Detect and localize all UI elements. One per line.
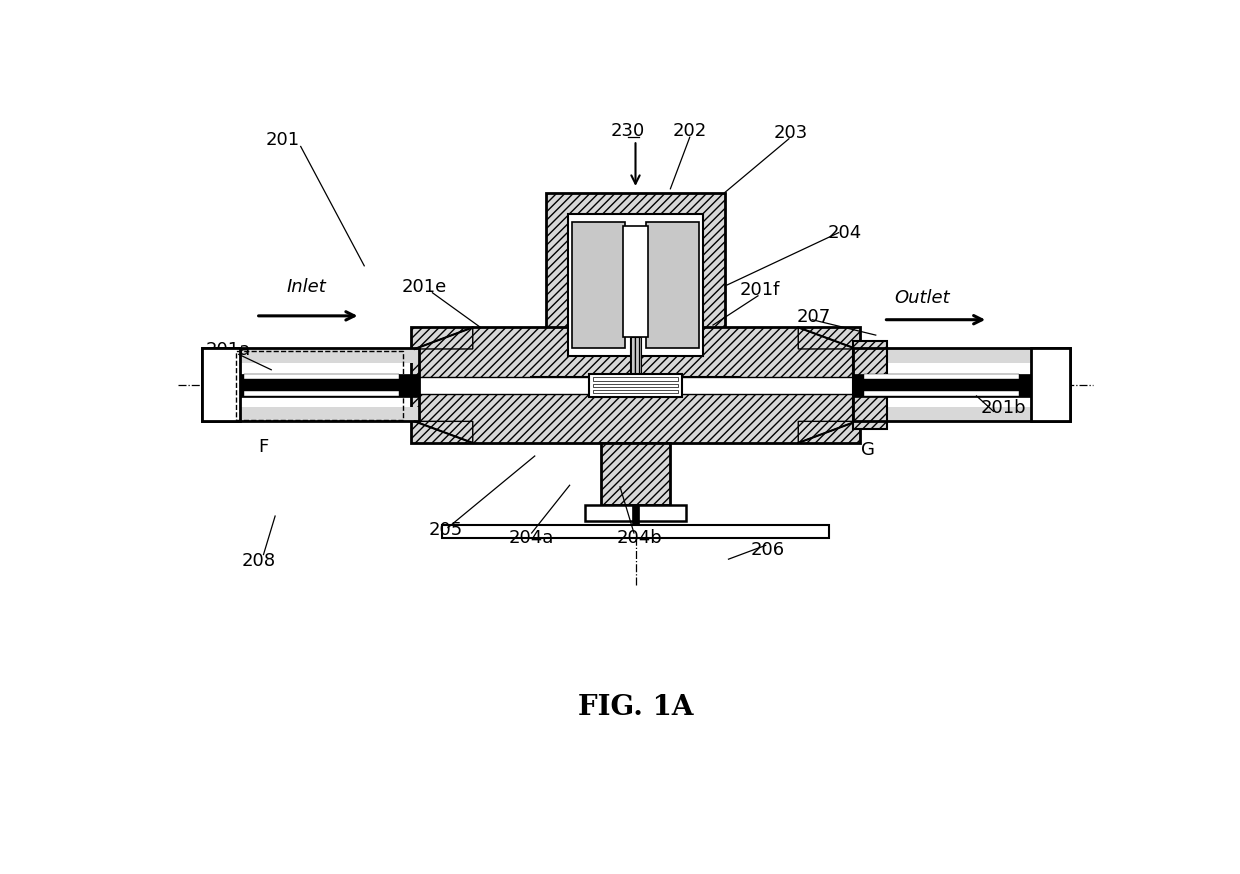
Bar <box>593 390 678 392</box>
Bar <box>589 373 682 397</box>
Polygon shape <box>799 421 857 443</box>
Bar <box>585 504 686 522</box>
Bar <box>531 378 740 392</box>
Polygon shape <box>414 328 472 349</box>
Bar <box>630 336 641 397</box>
Text: F: F <box>258 438 269 455</box>
Bar <box>547 192 724 378</box>
Bar <box>441 525 830 538</box>
Bar <box>201 407 419 421</box>
Bar <box>600 443 671 504</box>
Bar <box>410 377 861 393</box>
Text: 230: 230 <box>610 122 645 140</box>
Bar <box>864 374 1019 379</box>
Bar <box>853 341 888 429</box>
Bar <box>593 378 678 380</box>
Bar <box>244 374 399 379</box>
Text: 201: 201 <box>265 131 300 149</box>
Bar <box>237 350 403 420</box>
Text: 206: 206 <box>750 541 785 559</box>
Bar <box>853 349 1069 363</box>
Bar <box>624 225 647 336</box>
Text: Inlet: Inlet <box>286 278 326 295</box>
Polygon shape <box>414 421 472 443</box>
Text: 207: 207 <box>796 309 831 326</box>
Bar <box>568 214 703 356</box>
Polygon shape <box>799 328 857 349</box>
Text: 204a: 204a <box>508 529 554 546</box>
Bar <box>853 348 1069 421</box>
Text: 204b: 204b <box>616 529 662 546</box>
Bar <box>241 373 419 397</box>
Text: 208: 208 <box>242 551 277 570</box>
Bar <box>201 348 241 421</box>
Bar <box>244 392 399 396</box>
Text: 201b: 201b <box>981 399 1027 417</box>
Bar <box>864 392 1019 396</box>
Text: 203: 203 <box>774 123 807 142</box>
Text: 202: 202 <box>672 122 707 140</box>
Text: 204: 204 <box>827 224 862 242</box>
Text: FIG. 1A: FIG. 1A <box>578 694 693 720</box>
Bar <box>572 222 625 348</box>
Bar <box>201 348 419 421</box>
Bar <box>632 504 639 525</box>
Text: 201f: 201f <box>739 281 780 300</box>
Bar <box>1030 348 1069 421</box>
Text: G: G <box>861 440 875 459</box>
Bar <box>410 328 861 443</box>
Bar <box>853 407 1069 421</box>
Text: Outlet: Outlet <box>894 289 950 307</box>
Bar <box>646 222 699 348</box>
Bar <box>593 384 678 386</box>
Bar <box>853 373 1030 397</box>
Text: 201e: 201e <box>402 279 448 296</box>
Bar <box>201 349 419 363</box>
Text: 201a: 201a <box>206 341 252 358</box>
Text: 205: 205 <box>429 521 463 539</box>
